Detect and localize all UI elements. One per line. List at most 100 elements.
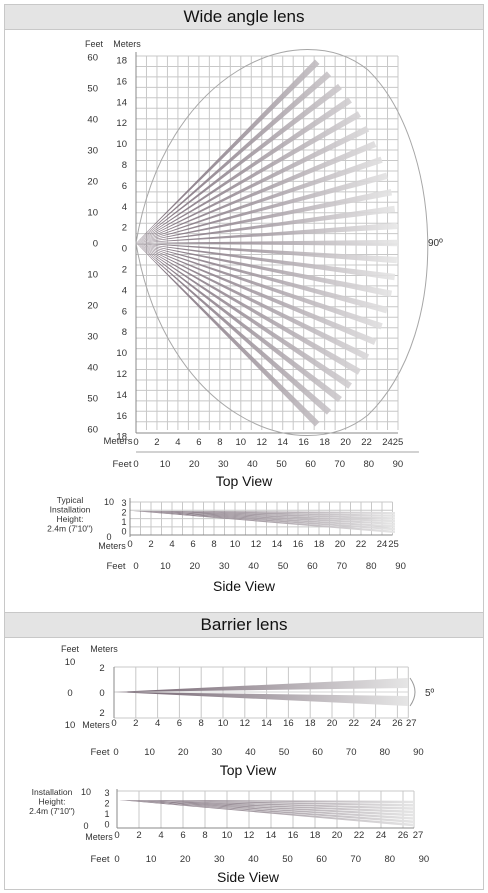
feet-tick-label: 40 (248, 561, 259, 572)
detection-beam (136, 243, 370, 361)
feet-tick-label: 30 (214, 854, 225, 865)
detection-beam (114, 678, 408, 692)
meter-tick-label: 20 (335, 539, 346, 550)
meter-tick-label: 8 (199, 718, 204, 729)
title-divider-barrier (5, 637, 483, 638)
angle-label: 5º (425, 688, 435, 699)
meter-tick-label: 2 (122, 265, 127, 276)
meter-tick-label: 18 (116, 56, 127, 67)
feet-tick-label: 40 (87, 363, 98, 374)
meter-tick-label: 26 (392, 718, 403, 729)
detection-beam (133, 511, 395, 517)
feet-tick-label: 40 (247, 459, 258, 470)
meter-tick-label: 0 (104, 820, 109, 830)
detection-beam (133, 511, 395, 525)
meter-tick-label: 27 (413, 830, 424, 841)
meter-tick-label: 12 (244, 830, 255, 841)
meter-tick-label: 2 (122, 223, 127, 234)
detection-beam (119, 800, 414, 820)
feet-axis-title: Feet (90, 747, 109, 758)
top-view-beams (136, 59, 398, 427)
meter-tick-label: 24 (376, 830, 387, 841)
feet-axis-title: Feet (61, 644, 80, 654)
feet-tick-label: 0 (114, 854, 119, 865)
meter-tick-label: 4 (122, 285, 127, 296)
detection-beam (136, 156, 383, 243)
detection-beam (136, 243, 362, 375)
feet-tick-label: 50 (87, 394, 98, 405)
title-divider (5, 29, 483, 30)
detection-beam (136, 59, 320, 243)
feet-tick-label: 10 (87, 270, 98, 281)
meter-tick-label: 0 (133, 437, 138, 448)
side-view-caption: Side View (217, 869, 280, 885)
feet-tick-label: 10 (65, 657, 76, 668)
installation-height-label: 2.4m (7'10") (47, 524, 93, 534)
meter-tick-label: 2 (104, 799, 109, 809)
feet-tick-label: 40 (248, 854, 259, 865)
meter-tick-label: 18 (319, 437, 330, 448)
feet-tick-label: 0 (133, 459, 138, 470)
feet-tick-label: 60 (87, 425, 98, 436)
meter-tick-label: 22 (354, 830, 365, 841)
meter-tick-label: 8 (217, 437, 222, 448)
meter-tick-label: 12 (251, 539, 262, 550)
feet-tick-label: 10 (65, 720, 76, 731)
feet-tick-label: 10 (146, 854, 157, 865)
detection-beam (133, 511, 395, 523)
detection-beam (136, 243, 388, 314)
feet-tick-label: 30 (212, 747, 223, 758)
side-view-caption: Side View (213, 578, 276, 594)
angle-arc (409, 677, 416, 707)
meter-tick-label: 10 (116, 348, 127, 359)
meter-tick-label: 16 (298, 437, 309, 448)
feet-tick-label: 10 (87, 208, 98, 219)
detection-beam (119, 800, 414, 827)
detection-beam (119, 800, 414, 804)
top-view-caption: Top View (216, 473, 273, 489)
meter-tick-label: 6 (122, 181, 127, 192)
meter-tick-label: 16 (283, 718, 294, 729)
section-title-barrier: Barrier lens (5, 613, 483, 637)
feet-tick-label: 10 (160, 459, 171, 470)
meter-tick-label: 2 (148, 539, 153, 550)
meter-tick-label: 22 (356, 539, 367, 550)
section-divider (5, 612, 483, 613)
detection-beam (136, 239, 398, 247)
feet-tick-label: 0 (113, 747, 118, 758)
feet-tick-label: 50 (87, 84, 98, 95)
feet-tick-label: 0 (67, 688, 72, 699)
feet-tick-label: 80 (366, 561, 377, 572)
feet-axis-title: Feet (106, 561, 125, 572)
meter-tick-label: 10 (222, 830, 233, 841)
meter-tick-label: 20 (327, 718, 338, 729)
feet-tick-label: 0 (106, 532, 111, 542)
meter-tick-label: 12 (256, 437, 267, 448)
detection-beam (136, 243, 320, 427)
meter-tick-label: 24 (377, 539, 388, 550)
meter-tick-label: 14 (116, 97, 127, 108)
meter-tick-label: 12 (116, 369, 127, 380)
meter-tick-label: 10 (218, 718, 229, 729)
meter-tick-label: 14 (116, 390, 127, 401)
feet-tick-label: 40 (87, 115, 98, 126)
detection-beam (136, 243, 398, 264)
top-view-caption: Top View (220, 762, 277, 778)
feet-tick-label: 60 (87, 53, 98, 64)
detection-beam (119, 800, 414, 814)
detection-beam (136, 243, 396, 281)
meter-tick-label: 18 (116, 432, 127, 443)
meter-tick-label: 0 (121, 527, 126, 537)
meters-axis-title: Meters (103, 436, 132, 447)
meter-tick-label: 10 (230, 539, 241, 550)
meter-tick-label: 4 (155, 718, 160, 729)
meters-axis-title: Meters (82, 720, 110, 730)
installation-height-label: Height: (57, 514, 84, 524)
meter-tick-label: 8 (202, 830, 207, 841)
coverage-boundary (135, 49, 429, 436)
feet-tick-label: 20 (180, 854, 191, 865)
meters-axis-title: Meters (90, 644, 118, 654)
feet-tick-label: 70 (337, 561, 348, 572)
installation-height-label: 2.4m (7'10") (29, 806, 75, 816)
detection-beam (136, 243, 342, 403)
